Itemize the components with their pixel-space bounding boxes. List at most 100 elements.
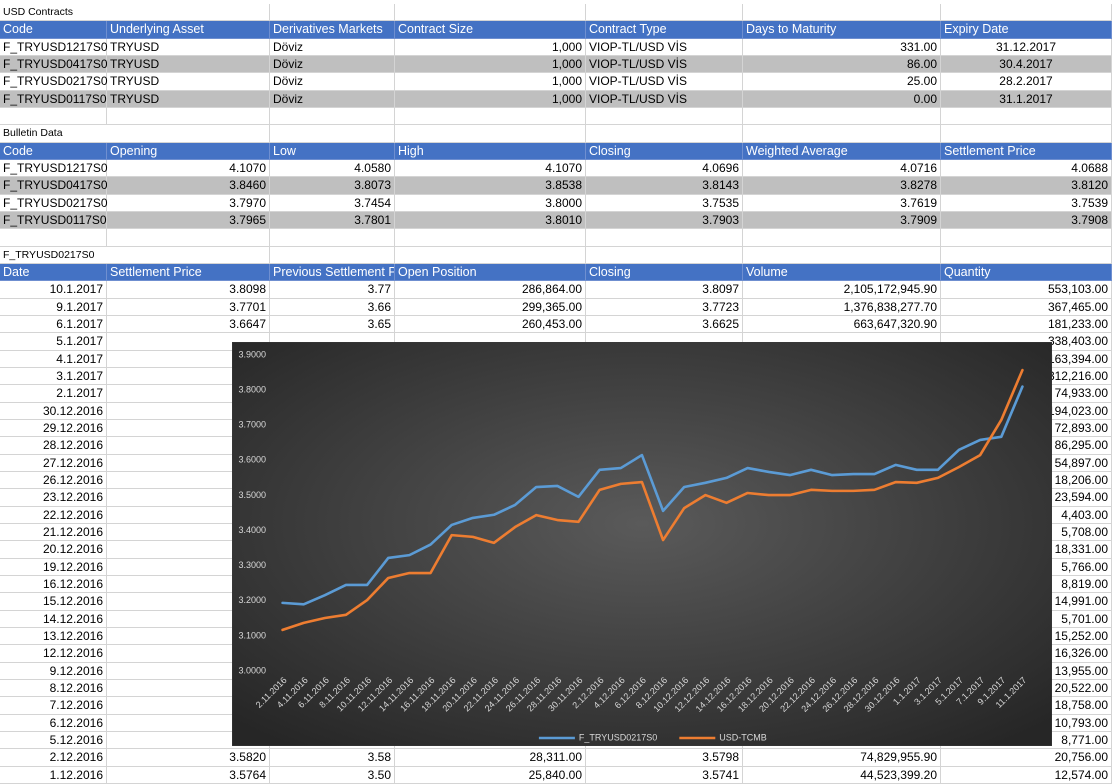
cell — [107, 4, 270, 22]
column-header: High — [395, 142, 586, 160]
cell: 663,647,320.90 — [743, 315, 941, 334]
column-header: Opening — [107, 142, 270, 160]
cell: 5.12.2016 — [0, 731, 107, 750]
y-tick-label: 3.4000 — [238, 525, 266, 535]
cell — [270, 4, 395, 22]
cell — [270, 125, 395, 143]
cell: 3.5820 — [107, 749, 270, 767]
cell — [107, 246, 270, 264]
cell — [586, 107, 743, 126]
cell: 20.12.2016 — [0, 541, 107, 559]
column-header: Days to Maturity — [743, 21, 941, 39]
cell: 286,864.00 — [395, 281, 586, 299]
cell: 9.12.2016 — [0, 662, 107, 680]
cell: 10.1.2017 — [0, 281, 107, 299]
cell: 367,465.00 — [941, 298, 1112, 316]
cell: 3.8098 — [107, 281, 270, 299]
cell: 19.12.2016 — [0, 558, 107, 576]
cell: 1,376,838,277.70 — [743, 298, 941, 316]
cell: 12.12.2016 — [0, 645, 107, 663]
cell: 1.12.2016 — [0, 766, 107, 784]
cell: 3.7701 — [107, 298, 270, 316]
cell: 3.6625 — [586, 315, 743, 334]
column-header: Low — [270, 142, 395, 160]
cell: 23.12.2016 — [0, 489, 107, 507]
y-tick-label: 3.9000 — [238, 349, 266, 359]
cell: 74,829,955.90 — [743, 749, 941, 767]
cell: 31.12.2017 — [941, 38, 1112, 56]
cell: 2.12.2016 — [0, 749, 107, 767]
column-header: Contract Size — [395, 21, 586, 39]
cell: 3.7970 — [107, 194, 270, 212]
cell — [586, 246, 743, 264]
cell: F_TRYUSD0217S0 — [0, 73, 108, 91]
legend-label: USD-TCMB — [719, 732, 767, 742]
cell: 25.00 — [743, 73, 941, 91]
cell: F_TRYUSD1217S0 — [0, 159, 108, 178]
cell — [395, 125, 586, 143]
column-header: Previous Settlement P — [270, 263, 395, 282]
cell: F_TRYUSD0117S0 — [0, 90, 107, 108]
cell: 1,000 — [395, 90, 586, 108]
cell — [941, 107, 1112, 126]
cell: 3.65 — [270, 315, 395, 334]
column-header: Weighted Average — [743, 142, 941, 160]
cell: 15.12.2016 — [0, 593, 107, 611]
cell: Döviz — [270, 90, 395, 108]
y-tick-label: 3.7000 — [238, 420, 266, 430]
cell: 3.8120 — [941, 177, 1112, 195]
cell: 3.7619 — [743, 194, 941, 212]
cell: F_TRYUSD0417S0 — [0, 55, 108, 74]
cell: F_TRYUSD0117S0 — [0, 211, 107, 230]
cell — [586, 229, 743, 247]
cell — [107, 107, 270, 126]
cell: 21.12.2016 — [0, 523, 107, 542]
cell: 20,756.00 — [941, 749, 1112, 767]
cell — [395, 107, 586, 126]
cell — [743, 4, 941, 22]
cell: TRYUSD — [107, 38, 270, 56]
cell: 3.7454 — [270, 194, 395, 212]
cell: Döviz — [270, 55, 395, 74]
cell — [270, 229, 395, 247]
y-tick-label: 3.8000 — [238, 384, 266, 394]
cell: 4.1.2017 — [0, 350, 107, 368]
cell: 4.1070 — [395, 159, 586, 178]
cell — [395, 229, 586, 247]
cell: F_TRYUSD0217S0 — [0, 194, 108, 212]
column-header: Underlying Asset — [107, 21, 270, 39]
cell — [395, 246, 586, 264]
cell: 6.1.2017 — [0, 315, 107, 334]
cell — [941, 125, 1112, 143]
cell: 3.8143 — [586, 177, 743, 195]
cell: 7.12.2016 — [0, 697, 107, 715]
cell: 28.2.2017 — [941, 73, 1112, 91]
cell — [107, 229, 270, 247]
cell — [0, 107, 107, 126]
cell: 1,000 — [395, 38, 586, 56]
cell: 86.00 — [743, 55, 941, 74]
cell: 299,365.00 — [395, 298, 586, 316]
cell: 181,233.00 — [941, 315, 1112, 334]
cell — [270, 246, 395, 264]
cell: 3.50 — [270, 766, 395, 784]
cell: 9.1.2017 — [0, 298, 107, 316]
cell — [586, 4, 743, 22]
column-header: Code — [0, 21, 107, 39]
cell: 27.12.2016 — [0, 454, 107, 472]
cell: 3.8538 — [395, 177, 586, 195]
cell: 16.12.2016 — [0, 575, 107, 594]
cell: 3.5764 — [107, 766, 270, 784]
column-header: Closing — [586, 263, 743, 282]
cell: 3.7908 — [941, 211, 1112, 230]
cell: 44,523,399.20 — [743, 766, 941, 784]
cell: 3.5741 — [586, 766, 743, 784]
cell: Döviz — [270, 38, 395, 56]
cell: 26.12.2016 — [0, 471, 107, 490]
chart-container: 3.0000 3.1000 3.2000 3.3000 3.4000 3.5000 3.60… — [231, 341, 1053, 751]
cell: 4.0580 — [270, 159, 395, 178]
cell: 29.12.2016 — [0, 419, 107, 438]
cell: 6.12.2016 — [0, 714, 107, 732]
y-tick-label: 3.3000 — [238, 560, 266, 570]
cell: 31.1.2017 — [941, 90, 1112, 108]
